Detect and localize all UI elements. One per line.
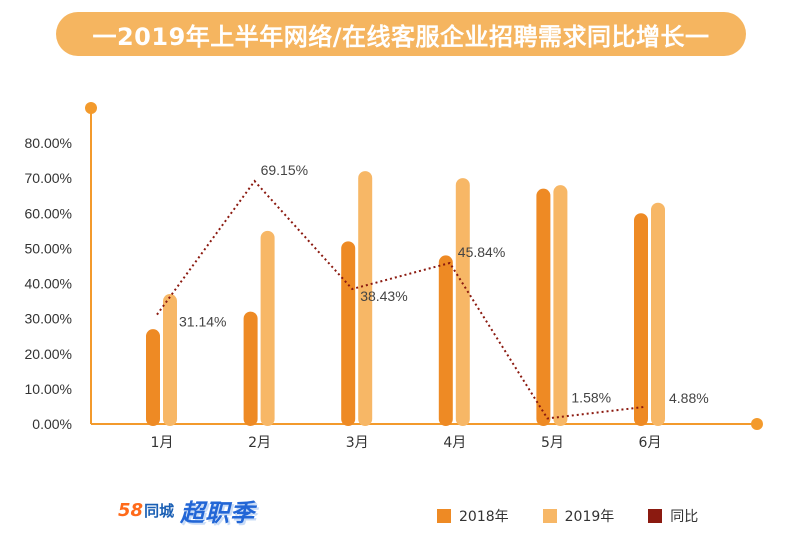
- x-axis-end-dot: [751, 418, 763, 430]
- x-tick-label: 2月: [248, 435, 271, 451]
- bar-2018: [341, 241, 356, 426]
- bar-2019: [163, 294, 177, 426]
- x-tick-label: 6月: [639, 435, 662, 451]
- bar-2019: [358, 171, 373, 426]
- y-tick-label: 50.00%: [25, 240, 72, 256]
- x-tick-label: 4月: [443, 435, 466, 451]
- yoy-data-label: 38.43%: [360, 288, 407, 304]
- yoy-data-label: 31.14%: [179, 314, 226, 330]
- brand-logo-tongcheng: 同城: [144, 501, 175, 520]
- legend-swatch-2018: [437, 509, 451, 523]
- yoy-data-label: 69.15%: [261, 162, 308, 178]
- bar-2018: [438, 255, 453, 426]
- legend-item-2018: 2018年: [437, 506, 509, 526]
- yoy-line: [156, 179, 646, 420]
- bar-2019: [651, 202, 665, 426]
- bar-2019: [553, 185, 568, 426]
- legend: 2018年 2019年 同比: [437, 504, 698, 528]
- y-tick-label: 0.00%: [32, 416, 72, 432]
- legend-item-2019: 2019年: [542, 506, 615, 526]
- yoy-data-label: 4.88%: [669, 390, 709, 406]
- x-tick-label: 1月: [151, 435, 174, 451]
- y-tick-label: 40.00%: [25, 276, 72, 292]
- chart-title: 一2019年上半年网络/在线客服企业招聘需求同比增长一: [56, 12, 746, 56]
- y-axis-end-dot: [85, 102, 97, 114]
- bar-2019: [260, 230, 275, 426]
- legend-label-2019: 2019年: [564, 509, 615, 525]
- y-tick-label: 80.00%: [25, 135, 72, 151]
- x-tick-label: 5月: [541, 435, 564, 451]
- y-tick-label: 20.00%: [25, 346, 72, 362]
- yoy-data-label: 1.58%: [571, 389, 611, 405]
- y-tick-label: 10.00%: [25, 381, 72, 397]
- bar-2018: [634, 213, 648, 426]
- legend-item-yoy: 同比: [648, 506, 698, 526]
- legend-label-yoy: 同比: [670, 509, 699, 525]
- y-tick-label: 30.00%: [25, 311, 72, 327]
- legend-swatch-yoy: [648, 509, 663, 523]
- brand-logo-58: 58: [118, 499, 144, 521]
- x-tick-label: 3月: [346, 435, 369, 451]
- legend-label-2018: 2018年: [459, 509, 509, 525]
- bar-2018: [146, 329, 160, 426]
- bar-2019: [455, 178, 470, 426]
- brand-logo-campaign: 超职季: [180, 498, 256, 527]
- legend-swatch-2019: [542, 509, 557, 523]
- y-tick-label: 60.00%: [25, 205, 72, 221]
- bar-2018: [536, 188, 551, 426]
- yoy-data-label: 45.84%: [458, 244, 505, 260]
- brand-logo: 58 同城 超职季: [118, 488, 318, 532]
- bar-2018: [243, 311, 258, 426]
- y-tick-label: 70.00%: [25, 170, 72, 186]
